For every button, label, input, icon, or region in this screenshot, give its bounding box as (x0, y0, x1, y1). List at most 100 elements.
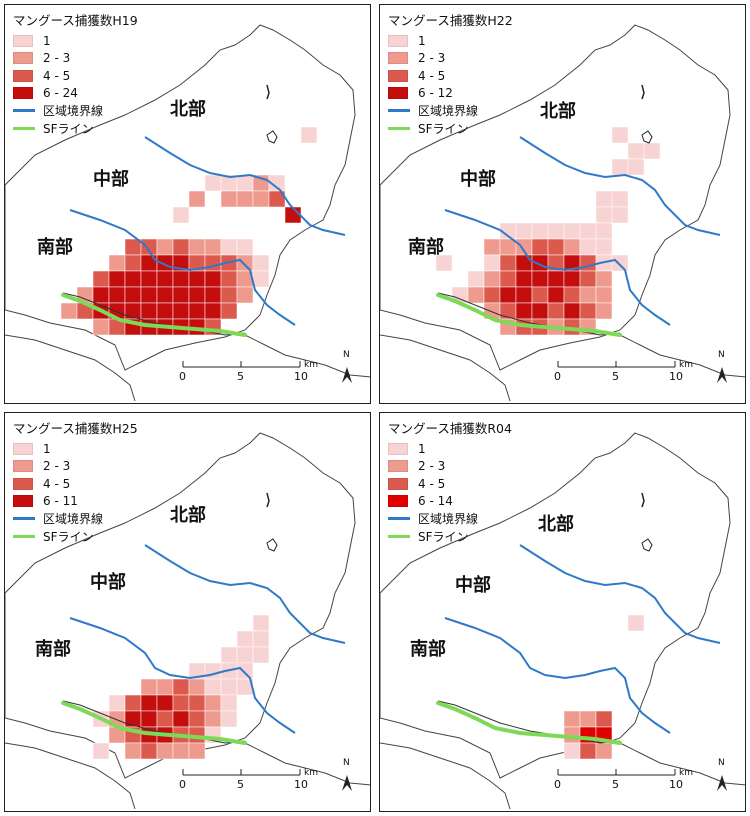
legend-boundary-label: 区域境界線 (418, 104, 479, 119)
region-label-central: 中部 (455, 575, 491, 596)
capture-cell (92, 286, 110, 304)
capture-cell (156, 742, 174, 760)
capture-cell (188, 710, 206, 728)
sf-line (436, 293, 622, 337)
legend-label: 6 - 14 (418, 494, 453, 509)
capture-cell (140, 286, 158, 304)
legend-item: 1 (13, 440, 138, 458)
scale-tick-label: 10 (669, 370, 683, 383)
capture-cell (611, 126, 629, 144)
coastline (244, 742, 370, 786)
legend-sf-swatch (13, 534, 35, 538)
capture-cell (579, 222, 597, 240)
capture-cell (140, 254, 158, 272)
capture-cell (204, 302, 222, 320)
legend-swatch (388, 69, 408, 82)
legend-label: 6 - 12 (418, 86, 453, 101)
legend-boundary: 区域境界線 (13, 510, 138, 528)
capture-cell (140, 270, 158, 288)
capture-cell (611, 254, 629, 272)
legend: マングース捕獲数H22 1 2 - 3 4 - 5 6 - 12 区域境界線 SFライン (388, 10, 513, 137)
legend-swatch (13, 87, 33, 100)
map-panel-h22: マングース捕獲数H22 1 2 - 3 4 - 5 6 - 12 区域境界線 SFライン 北部… (379, 4, 746, 404)
lake-shape (641, 538, 653, 552)
lake-shape (266, 84, 270, 100)
scale-unit: km (679, 360, 693, 370)
legend-label: 1 (418, 33, 426, 48)
lake-shape (266, 130, 278, 144)
capture-cell (531, 286, 549, 304)
capture-cell (236, 662, 254, 680)
legend-sf-label: SFライン (418, 121, 469, 136)
scale-bar (557, 361, 676, 368)
coastline (5, 742, 136, 810)
capture-cell (531, 270, 549, 288)
map-panel-r04: マングース捕獲数R04 1 2 - 3 4 - 5 6 - 14 区域境界線 SFライン 北部… (379, 412, 746, 812)
scale-bar (557, 769, 676, 776)
lake-shape (266, 492, 270, 508)
legend-item: 4 - 5 (13, 67, 138, 85)
north-label: N (343, 350, 350, 360)
island-outline (380, 24, 731, 371)
legend-title: マングース捕獲数H19 (13, 13, 138, 28)
scale-tick-label: 5 (237, 370, 244, 383)
legend-item: 4 - 5 (388, 67, 513, 85)
capture-cell (595, 302, 613, 320)
legend-swatch (388, 52, 408, 65)
legend-label: 1 (43, 441, 51, 456)
capture-cell (563, 710, 581, 728)
capture-cell (563, 270, 581, 288)
capture-cell (204, 678, 222, 696)
capture-cell (579, 254, 597, 272)
capture-cell (108, 254, 126, 272)
region-label-central: 中部 (90, 572, 126, 593)
capture-cell (563, 238, 581, 256)
legend-swatch (388, 442, 408, 455)
capture-cell (172, 286, 190, 304)
coastline (619, 742, 745, 786)
capture-cell (563, 302, 581, 320)
legend-boundary: 区域境界線 (388, 102, 513, 120)
capture-cell (156, 694, 174, 712)
capture-cell (236, 174, 254, 192)
capture-cell (156, 710, 174, 728)
legend-label: 2 - 3 (418, 51, 446, 66)
capture-cell (204, 662, 222, 680)
capture-cell (108, 694, 126, 712)
legend-label: 1 (43, 33, 51, 48)
capture-cell (204, 286, 222, 304)
capture-cell (547, 270, 565, 288)
legend-swatch (13, 69, 33, 82)
capture-cell (188, 270, 206, 288)
legend: マングース捕獲数R04 1 2 - 3 4 - 5 6 - 14 区域境界線 SFライン (388, 418, 512, 545)
north-arrow-icon (717, 367, 727, 383)
inner-coast (62, 700, 246, 744)
legend-boundary-label: 区域境界線 (43, 512, 104, 527)
scale-tick-label: 0 (554, 370, 561, 383)
capture-cell (124, 270, 142, 288)
capture-cell (499, 254, 517, 272)
legend-boundary: 区域境界線 (13, 102, 138, 120)
capture-cell (172, 302, 190, 320)
capture-cell (515, 222, 533, 240)
legend-label: 4 - 5 (43, 476, 71, 491)
capture-cell (124, 710, 142, 728)
capture-cell (563, 286, 581, 304)
capture-cell (563, 222, 581, 240)
scale-unit: km (304, 360, 318, 370)
legend-sf-swatch (388, 534, 410, 538)
capture-cell (220, 302, 238, 320)
region-label-south: 南部 (408, 237, 444, 258)
scale-tick-label: 0 (554, 778, 561, 791)
region-label-north: 北部 (170, 99, 206, 120)
capture-cell (92, 270, 110, 288)
island-outline (5, 432, 356, 779)
capture-cell (595, 206, 613, 224)
capture-cell (220, 286, 238, 304)
district-boundary (444, 209, 671, 326)
capture-cell (220, 646, 238, 664)
lake-shape (641, 84, 645, 100)
capture-cell (124, 286, 142, 304)
capture-cell (172, 238, 190, 256)
legend-item: 6 - 14 (388, 493, 512, 511)
